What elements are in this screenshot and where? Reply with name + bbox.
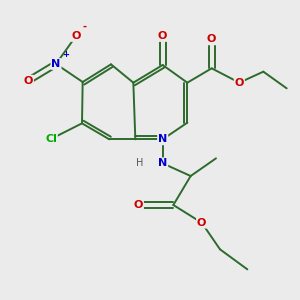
Text: -: - <box>83 21 87 31</box>
Text: O: O <box>71 31 81 41</box>
Text: H: H <box>136 158 144 168</box>
Text: N: N <box>158 134 167 144</box>
Text: O: O <box>24 76 33 86</box>
Text: O: O <box>207 34 216 44</box>
Text: O: O <box>134 200 143 210</box>
Text: +: + <box>62 50 69 59</box>
Text: N: N <box>158 158 167 168</box>
Text: O: O <box>158 31 167 41</box>
Text: O: O <box>197 218 206 228</box>
Text: O: O <box>235 78 244 88</box>
Text: Cl: Cl <box>45 134 57 144</box>
Text: N: N <box>51 59 61 69</box>
